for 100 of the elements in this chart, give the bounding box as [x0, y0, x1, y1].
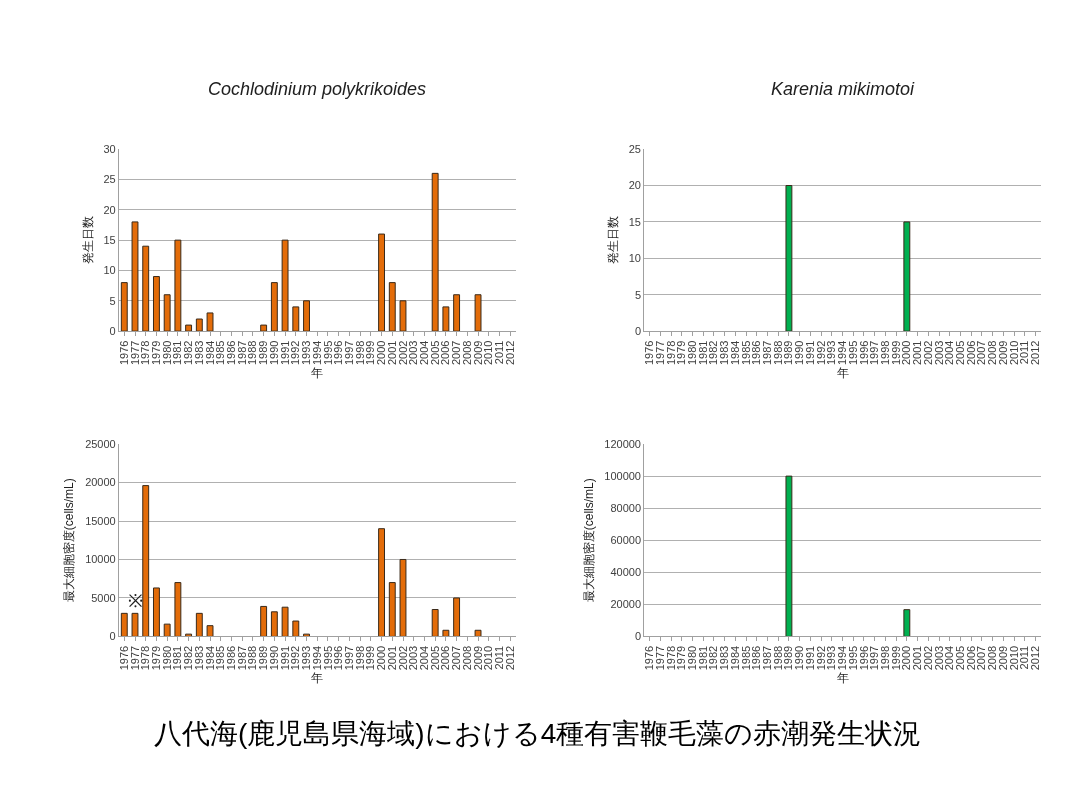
- x-tick-label: 1982: [182, 645, 195, 671]
- x-tick-label: 1980: [686, 645, 699, 671]
- bar: [195, 318, 203, 332]
- y-tick-label: 25000: [85, 437, 116, 450]
- x-tick-label: 2001: [385, 340, 398, 366]
- x-tick-label: 2002: [921, 340, 934, 366]
- x-tick-label: 1987: [235, 340, 248, 366]
- bar: [185, 633, 193, 637]
- x-tick-label: 2012: [1029, 645, 1042, 671]
- y-tick-label: 5000: [91, 591, 116, 604]
- x-tick-label: 2009: [471, 645, 484, 671]
- bar: [281, 606, 289, 637]
- x-tick-label: 2003: [932, 645, 945, 671]
- x-tick-label: 1999: [889, 340, 902, 366]
- x-tick-label: 2011: [1018, 340, 1031, 365]
- x-tick-label: 1995: [846, 645, 859, 671]
- x-tick-label: 1996: [332, 340, 345, 366]
- x-tick-label: 1983: [718, 645, 731, 671]
- bar: [174, 582, 182, 637]
- x-tick-label: 2006: [439, 645, 452, 671]
- x-tick-label: 2004: [418, 645, 431, 671]
- x-tick-label: 1993: [825, 340, 838, 366]
- x-tick-label: 1980: [160, 340, 173, 366]
- bar: [474, 629, 482, 637]
- x-tick-label: 1976: [643, 340, 656, 366]
- bar: [120, 282, 128, 332]
- x-tick-label: 1998: [353, 340, 366, 366]
- bar: [131, 221, 139, 332]
- x-tick-label: 1989: [257, 340, 270, 366]
- x-tick-label: 1984: [203, 645, 216, 671]
- x-tick-label: 2008: [986, 645, 999, 671]
- x-tick-label: 2008: [460, 340, 473, 366]
- x-tick-label: 1990: [267, 340, 280, 366]
- x-tick-label: 1977: [128, 645, 141, 671]
- x-tick-label: 1991: [278, 645, 291, 671]
- x-tick-label: 2010: [1007, 340, 1020, 366]
- x-tick-label: 1978: [139, 645, 152, 671]
- x-tick-label: 2001: [911, 340, 924, 366]
- x-tick-label: 1987: [761, 340, 774, 366]
- y-tick-label: 0: [109, 325, 116, 337]
- x-tick-label: 2003: [407, 340, 420, 366]
- x-tick-label: 1997: [868, 645, 881, 671]
- x-tick-label: 2000: [375, 645, 388, 671]
- bar: [378, 528, 386, 637]
- y-tick-label: 20: [103, 203, 116, 216]
- x-tick-label: 1994: [310, 340, 323, 366]
- x-tick-label: 2005: [954, 645, 967, 671]
- x-tick-label: 2008: [460, 645, 473, 671]
- x-tick-label: 2000: [900, 340, 913, 366]
- x-tick-label: 1980: [686, 340, 699, 366]
- x-tick-label: 1997: [868, 340, 881, 366]
- x-tick-label: 2006: [439, 340, 452, 366]
- x-tick-label: 1988: [771, 645, 784, 671]
- y-tick-label: 15000: [85, 514, 116, 527]
- x-tick-label: 1985: [214, 645, 227, 671]
- x-tick-label: 1982: [182, 340, 195, 366]
- x-tick-label: 1994: [310, 645, 323, 671]
- x-tick-label: 2005: [428, 645, 441, 671]
- x-tick-label: 1998: [878, 645, 891, 671]
- x-tick-label: 2012: [1029, 340, 1042, 366]
- x-tick-label: 2011: [1018, 645, 1031, 670]
- bar: [431, 172, 439, 332]
- x-tick-label: 2012: [503, 645, 516, 671]
- x-tick-label: 2001: [385, 645, 398, 671]
- x-tick-label: 1983: [718, 340, 731, 366]
- bar: [131, 612, 139, 637]
- x-tick-label: 2007: [975, 645, 988, 671]
- x-tick-label: 1986: [750, 645, 763, 671]
- bar: [474, 294, 482, 332]
- y-tick-label: 20000: [610, 598, 641, 611]
- y-tick-label: 5: [634, 288, 641, 301]
- x-tick-label: 1986: [750, 340, 763, 366]
- y-tick-label: 120000: [604, 437, 641, 450]
- x-tick-label: 2010: [1007, 645, 1020, 671]
- bar: [453, 597, 461, 637]
- bar: [152, 276, 160, 332]
- x-tick-label: 2004: [943, 340, 956, 366]
- x-tick-label: 2003: [407, 645, 420, 671]
- x-tick-label: 2000: [375, 340, 388, 366]
- x-tick-label: 1977: [653, 645, 666, 671]
- y-tick-label: 0: [634, 325, 641, 337]
- bar: [399, 300, 407, 332]
- x-tick-label: 1981: [171, 645, 184, 671]
- x-tick-label: 1996: [857, 340, 870, 366]
- y-tick-label: 10: [628, 252, 641, 265]
- x-tick-label: 1981: [171, 340, 184, 366]
- y-tick-label: 0: [109, 630, 116, 643]
- y-axis-title: 発生日数: [606, 216, 621, 265]
- x-tick-label: 2009: [996, 645, 1009, 671]
- x-tick-label: 1994: [836, 645, 849, 671]
- x-tick-label: 1985: [739, 645, 752, 671]
- bar: [442, 306, 450, 332]
- x-tick-label: 1982: [707, 645, 720, 671]
- chart-title: Cochlodinium polykrikoides: [208, 79, 427, 99]
- x-tick-label: 1978: [664, 340, 677, 366]
- x-tick-label: 2005: [428, 340, 441, 366]
- y-tick-label: 40000: [610, 566, 641, 579]
- x-tick-label: 1985: [214, 340, 227, 366]
- x-tick-label: 1989: [782, 645, 795, 671]
- bar: [206, 312, 214, 332]
